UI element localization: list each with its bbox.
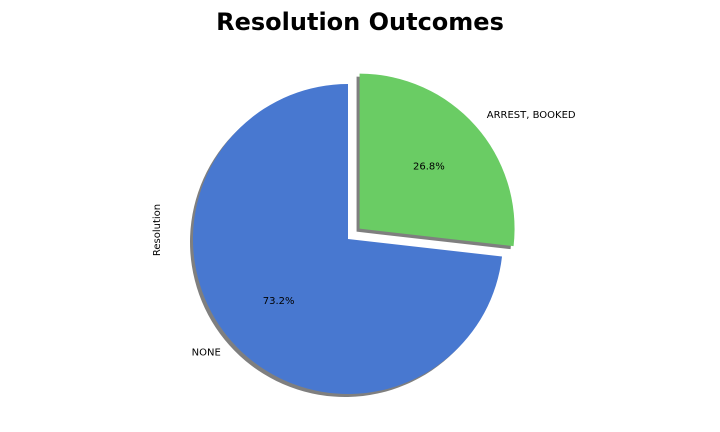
slice-pct-none: 73.2% xyxy=(263,296,295,307)
slice-label-none: NONE xyxy=(192,348,221,359)
slice-pct-arrest-booked: 26.8% xyxy=(413,162,445,173)
chart-title: Resolution Outcomes xyxy=(216,8,504,36)
slice-arrest-booked xyxy=(359,73,515,247)
pie-slices xyxy=(192,73,515,394)
y-axis-label: Resolution xyxy=(152,204,163,256)
slice-none xyxy=(192,84,503,394)
pie-labels: NONE 73.2% ARREST, BOOKED 26.8% xyxy=(192,110,576,358)
slice-label-arrest-booked: ARREST, BOOKED xyxy=(487,110,576,121)
